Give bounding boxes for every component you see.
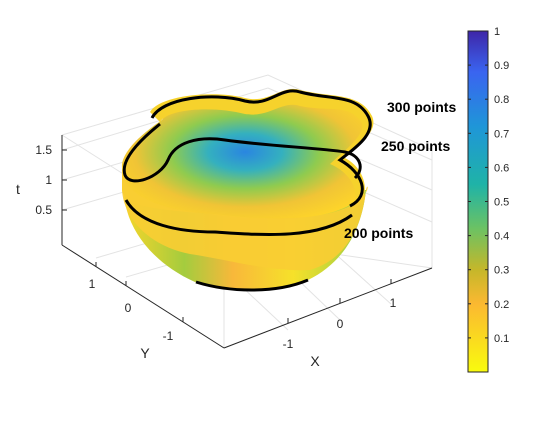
x-axis-line [223, 267, 433, 349]
surface [121, 88, 374, 291]
annotation-300: 300 points [387, 99, 456, 115]
t-tick-label: 1.5 [35, 143, 52, 157]
colorbar-tick-label: 0.2 [494, 299, 509, 311]
x-tick-label: 1 [390, 296, 397, 310]
t-axis-label: t [16, 181, 20, 197]
contour-line-250 [122, 122, 362, 183]
axis-lines [61, 135, 433, 349]
colorbar: 0.1 0.2 0.3 0.4 0.5 0.6 0.7 0.8 0.9 1 [467, 26, 509, 373]
x-tick-label: -1 [283, 337, 294, 351]
annotation-250: 250 points [381, 138, 450, 154]
colorbar-ticks: 0.1 0.2 0.3 0.4 0.5 0.6 0.7 0.8 0.9 1 [468, 26, 509, 345]
t-tick-label: 1 [45, 173, 52, 187]
colorbar-tick-label: 0.7 [494, 128, 509, 140]
x-axis-label: X [310, 353, 320, 369]
colorbar-tick-label: 0.8 [494, 94, 509, 106]
y-tick-label: 0 [125, 301, 132, 315]
colorbar-tick-label: 1 [494, 26, 500, 38]
surface-inner [121, 96, 369, 220]
tick-marks [62, 149, 392, 323]
colorbar-tick-label: 0.6 [494, 162, 509, 174]
t-tick-label: 0.5 [35, 203, 52, 217]
top-face-edge [61, 74, 433, 151]
colorbar-tick-label: 0.9 [494, 60, 509, 72]
y-axis-line [61, 244, 225, 349]
y-tick-label: 1 [89, 277, 96, 291]
annotation-200: 200 points [344, 225, 413, 241]
surface-front-rim [122, 168, 368, 271]
tick-labels: 1.5 1 0.5 1 0 -1 -1 0 1 [35, 143, 396, 351]
y-tick-label: -1 [163, 329, 174, 343]
contour-line-bottom [195, 278, 309, 292]
y-axis-label: Y [140, 345, 150, 361]
contour-lines [122, 89, 372, 292]
colorbar-tick-label: 0.3 [494, 265, 509, 277]
x-tick-label: 0 [337, 317, 344, 331]
contour-line-300 [150, 89, 372, 208]
colorbar-tick-label: 0.5 [494, 197, 509, 209]
colorbar-tick-label: 0.4 [494, 231, 509, 243]
colorbar-tick-label: 0.1 [494, 333, 509, 345]
contour-line-200 [124, 199, 353, 237]
